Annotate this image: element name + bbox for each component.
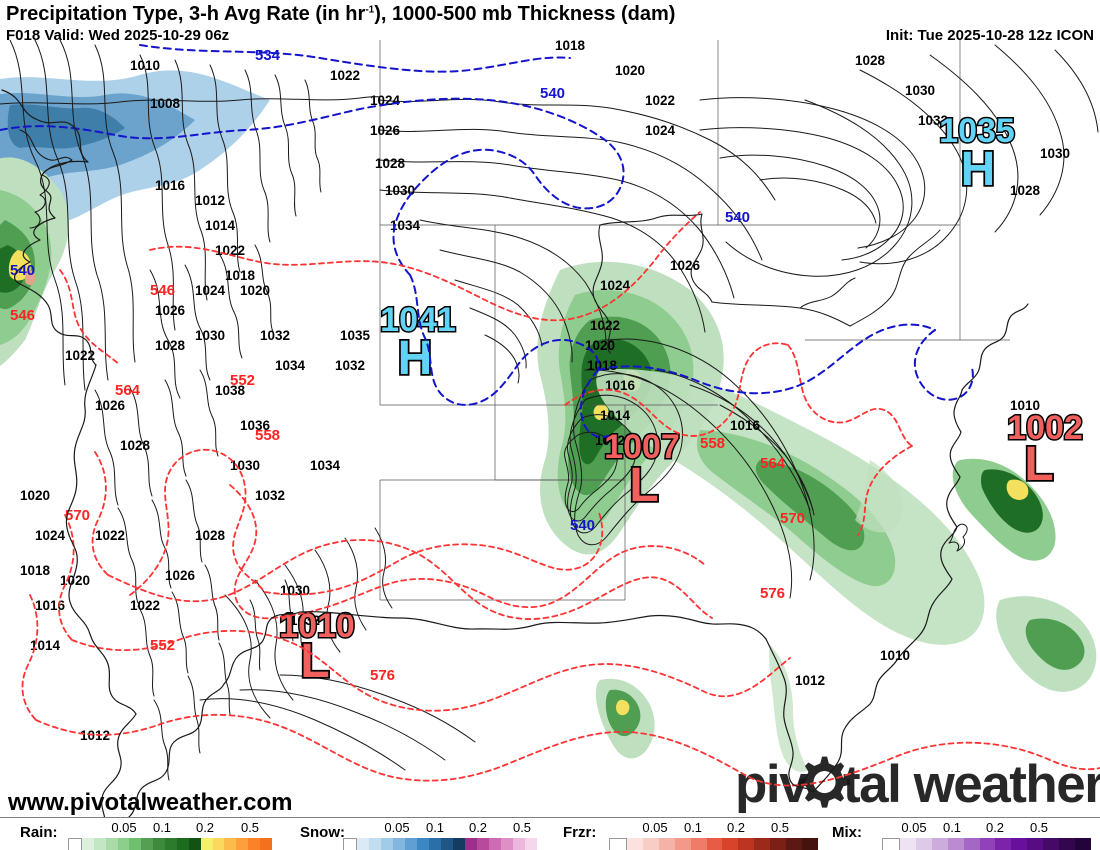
svg-text:540: 540: [570, 517, 595, 534]
svg-text:1016: 1016: [155, 178, 186, 193]
svg-text:1028: 1028: [120, 438, 151, 453]
svg-text:1030: 1030: [1040, 146, 1070, 161]
svg-text:1028: 1028: [1010, 183, 1041, 198]
svg-text:1026: 1026: [370, 123, 401, 138]
svg-text:1032: 1032: [255, 488, 285, 503]
svg-text:1008: 1008: [150, 96, 181, 111]
svg-text:L: L: [629, 459, 658, 512]
svg-text:1028: 1028: [375, 156, 406, 171]
svg-text:L: L: [1024, 438, 1053, 491]
svg-text:1014: 1014: [205, 218, 236, 233]
svg-text:1018: 1018: [587, 358, 618, 373]
svg-text:1024: 1024: [35, 528, 66, 543]
svg-text:1022: 1022: [590, 318, 620, 333]
svg-text:540: 540: [10, 262, 35, 279]
svg-text:540: 540: [725, 209, 750, 226]
svg-text:1022: 1022: [130, 598, 160, 613]
svg-text:1028: 1028: [195, 528, 226, 543]
svg-text:552: 552: [230, 372, 255, 389]
svg-text:546: 546: [150, 282, 175, 299]
svg-text:1030: 1030: [905, 83, 935, 98]
svg-text:576: 576: [370, 667, 395, 684]
svg-text:558: 558: [700, 435, 725, 452]
svg-text:1020: 1020: [240, 283, 270, 298]
svg-text:1010: 1010: [130, 58, 160, 73]
svg-text:L: L: [300, 635, 329, 688]
svg-text:540: 540: [540, 85, 565, 102]
svg-text:1020: 1020: [615, 63, 645, 78]
svg-text:1020: 1020: [20, 488, 50, 503]
svg-text:1018: 1018: [555, 40, 586, 53]
svg-text:1022: 1022: [95, 528, 125, 543]
svg-text:1012: 1012: [795, 673, 825, 688]
svg-text:1035: 1035: [340, 328, 371, 343]
svg-text:1032: 1032: [335, 358, 365, 373]
svg-text:564: 564: [115, 382, 141, 399]
svg-text:576: 576: [760, 585, 785, 602]
svg-text:1012: 1012: [195, 193, 225, 208]
svg-text:1026: 1026: [155, 303, 186, 318]
svg-text:www.pivotalweather.com: www.pivotalweather.com: [7, 789, 293, 816]
svg-text:1028: 1028: [155, 338, 186, 353]
svg-text:1022: 1022: [330, 68, 360, 83]
svg-text:1032: 1032: [260, 328, 290, 343]
svg-text:1028: 1028: [855, 53, 886, 68]
svg-text:1030: 1030: [280, 583, 310, 598]
svg-text:1020: 1020: [585, 338, 615, 353]
svg-text:1018: 1018: [20, 563, 51, 578]
svg-text:1026: 1026: [165, 568, 196, 583]
svg-text:1034: 1034: [275, 358, 306, 373]
svg-text:1016: 1016: [35, 598, 66, 613]
svg-text:1018: 1018: [225, 268, 256, 283]
svg-text:1014: 1014: [600, 408, 631, 423]
svg-text:1026: 1026: [95, 398, 126, 413]
svg-text:1034: 1034: [310, 458, 341, 473]
svg-text:570: 570: [780, 510, 805, 527]
svg-text:H: H: [398, 332, 433, 385]
svg-text:H: H: [961, 143, 996, 196]
svg-text:564: 564: [760, 455, 786, 472]
svg-text:1024: 1024: [645, 123, 676, 138]
svg-text:1024: 1024: [195, 283, 226, 298]
svg-text:tal weather: tal weather: [843, 755, 1100, 814]
svg-text:1016: 1016: [730, 418, 761, 433]
svg-text:534: 534: [255, 47, 281, 64]
svg-text:1022: 1022: [645, 93, 675, 108]
svg-text:546: 546: [10, 307, 35, 324]
svg-text:558: 558: [255, 427, 280, 444]
svg-text:1030: 1030: [195, 328, 225, 343]
